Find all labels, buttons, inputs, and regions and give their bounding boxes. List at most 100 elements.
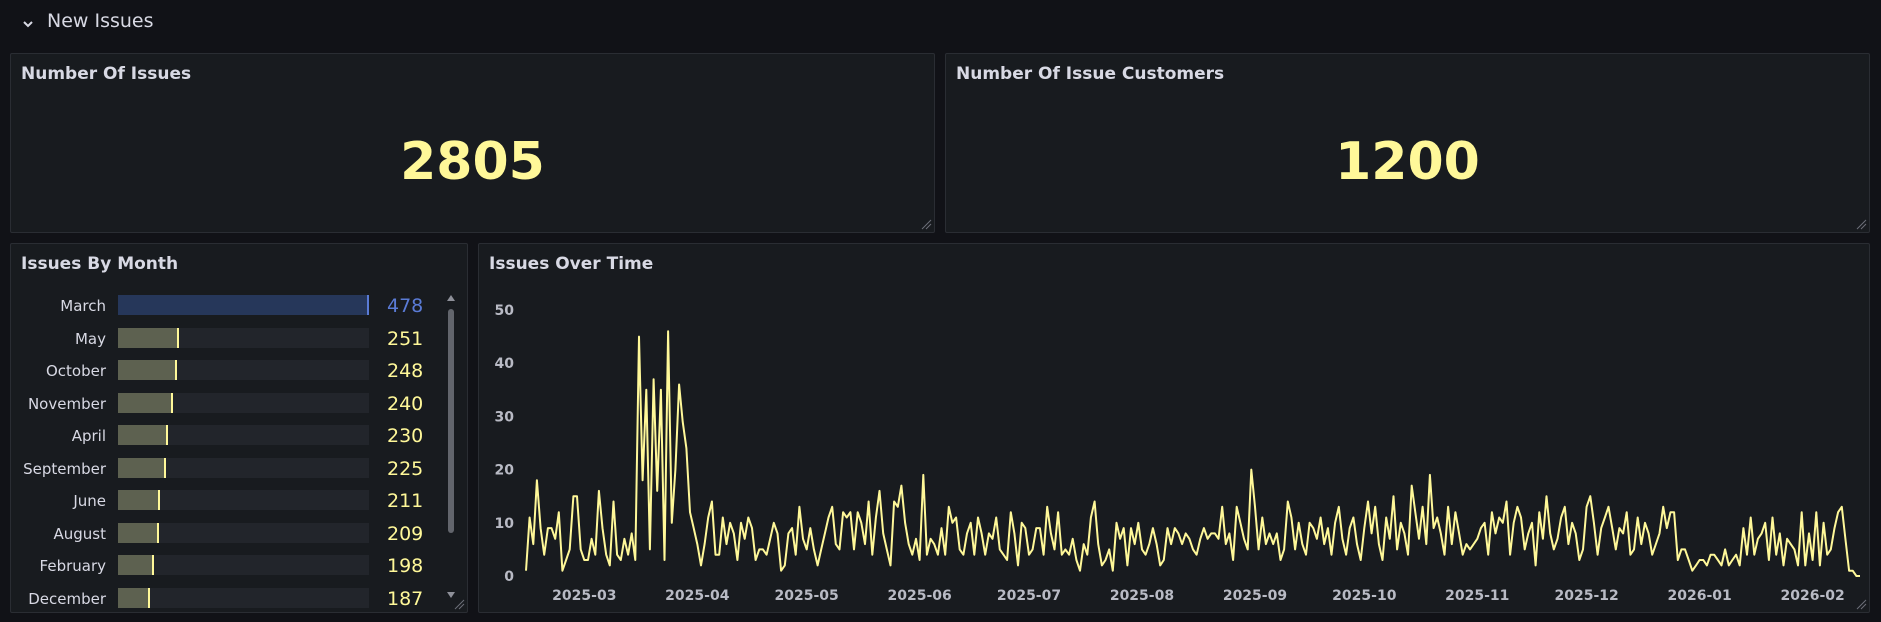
x-tick-label: 2025-07 [997,588,1061,604]
bar-value: 251 [387,327,424,350]
row-header[interactable]: New Issues [0,0,1881,48]
x-tick-label: 2026-01 [1667,588,1731,604]
x-tick-label: 2025-03 [552,588,616,604]
y-tick-label: 50 [495,303,515,319]
y-tick-label: 40 [495,356,515,372]
timeseries-panel[interactable]: Issues Over Time 0 10 20 30 40 50 2025-03 2025-… [478,243,1870,613]
resize-handle-icon[interactable] [920,218,932,230]
bar-value: 240 [387,392,424,415]
x-tick-label: 2025-05 [775,588,839,604]
bar-cap [164,457,166,478]
panel-title: Number Of Issues [21,64,192,84]
bar-fill [118,555,154,575]
stat-value: 1200 [1335,132,1480,192]
resize-handle-icon[interactable] [453,598,465,610]
bar-label: April [71,427,106,445]
x-tick-label: 2025-10 [1332,588,1397,604]
bar-label: November [27,394,106,413]
bar-track [118,392,369,413]
bar-cap [158,490,160,510]
chevron-down-icon[interactable] [21,17,35,31]
bar-row: June 211 [11,490,441,512]
panel-title: Number Of Issue Customers [956,64,1225,84]
bar-fill [118,490,160,510]
y-tick-label: 30 [495,409,515,425]
bar-row: October 248 [11,360,441,382]
bar-track [118,295,369,315]
bar-cap [367,295,369,315]
row-title: New Issues [47,10,154,32]
bar-row: December 187 [11,587,441,610]
bar-row: February 198 [11,555,441,577]
resize-handle-icon[interactable] [1855,598,1867,610]
bar-cap [148,587,150,608]
bar-row: November 240 [11,392,441,415]
x-tick-label: 2026-02 [1780,588,1844,604]
x-tick-label: 2025-12 [1555,588,1619,604]
bar-fill [118,360,177,380]
x-tick-label: 2025-09 [1223,588,1287,604]
bargauge-panel[interactable]: Issues By Month March 478 May 251 October 248… [10,243,468,613]
bar-value: 209 [387,522,424,545]
bar-fill [118,425,168,445]
line-chart[interactable]: 0 10 20 30 40 50 2025-03 2025-04 2025-05 2025-06 2… [479,244,1871,614]
bar-row: March 478 [11,295,441,317]
x-tick-label: 2025-06 [888,588,952,604]
bar-label: May [74,329,106,348]
x-tick-label: 2025-11 [1445,588,1509,604]
bar-row: August 209 [11,522,441,545]
panel-title: Issues By Month [21,254,179,274]
bar-cap [166,425,168,445]
bar-fill [118,392,173,413]
bar-label: August [53,524,107,543]
x-tick-label: 2025-04 [665,588,730,604]
bar-cap [177,327,179,348]
bar-track [118,327,369,348]
bar-cap [171,392,173,413]
y-tick-label: 10 [495,516,515,532]
bar-cap [157,522,159,543]
x-tick-label: 2025-08 [1110,588,1174,604]
bar-label: March [60,297,106,315]
scroll-thumb[interactable] [448,309,454,533]
bar-track [118,360,369,380]
bar-fill [118,327,179,348]
stat-panel-issues[interactable]: Number Of Issues 2805 [10,53,935,233]
bar-track [118,490,369,510]
bar-track [118,425,369,445]
bar-cap [152,555,154,575]
bar-label: September [23,459,106,478]
bar-label: February [39,557,106,575]
bar-track [118,457,369,478]
bar-cap [175,360,177,380]
bar-value: 230 [387,425,424,447]
bar-value: 225 [387,457,424,480]
series-line[interactable] [525,330,1860,577]
stat-value: 2805 [400,132,545,192]
scroll-up-icon[interactable] [447,295,455,301]
scrollbar[interactable] [445,293,457,602]
bar-value: 478 [387,295,424,317]
scroll-down-icon[interactable] [447,592,455,598]
bar-fill [118,457,166,478]
bar-label: December [28,589,106,608]
y-tick-label: 0 [504,569,514,585]
bar-label: October [45,362,106,380]
bar-row: September 225 [11,457,441,480]
panel-title: Issues Over Time [489,254,654,274]
bar-fill [118,587,150,608]
bar-value: 248 [387,360,424,382]
stat-panel-customers[interactable]: Number Of Issue Customers 1200 [945,53,1870,233]
bar-row: April 230 [11,425,441,447]
bar-value: 187 [387,587,424,610]
bar-track [118,587,369,608]
y-tick-label: 20 [495,463,515,479]
bar-track [118,555,369,575]
bar-value: 211 [387,490,424,512]
bar-row: May 251 [11,327,441,350]
resize-handle-icon[interactable] [1855,218,1867,230]
bar-value: 198 [387,555,424,577]
bar-track [118,522,369,543]
bar-label: June [73,492,106,510]
bar-fill [118,522,159,543]
